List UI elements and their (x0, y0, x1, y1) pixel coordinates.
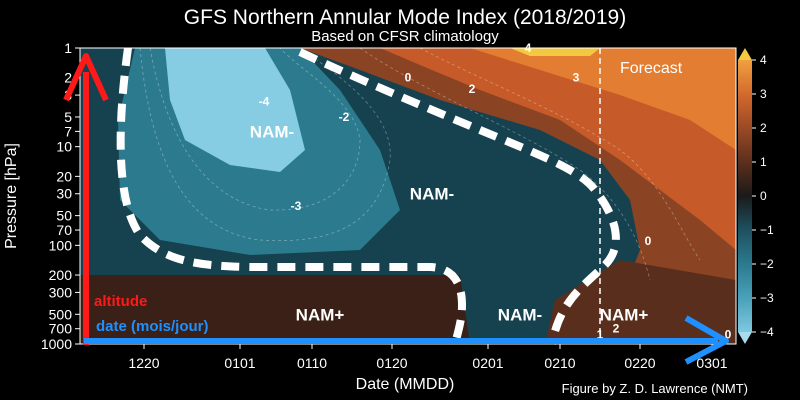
negative-anomaly-peak (165, 48, 305, 172)
x-axis: 1220 0101 0110 0120 0201 0210 0220 0301 (128, 344, 728, 371)
colorbar-ticks: 4 3 2 1 0 −1 −2 −3 −4 (752, 53, 774, 339)
figure-credit: Figure by Z. D. Lawrence (NMT) (562, 381, 748, 396)
x-tick-label: 1220 (128, 355, 159, 371)
y-tick-label: 1 (64, 40, 72, 56)
x-tick-label: 0101 (224, 355, 255, 371)
contour-label: 0 (725, 327, 732, 341)
positive-anomaly-upper-peak (470, 48, 736, 150)
x-tick-label: 0210 (544, 355, 575, 371)
y-tick-label: 700 (49, 321, 73, 337)
colorbar-tick-label: 0 (760, 189, 767, 203)
contour-label: 2 (613, 322, 620, 336)
contour-label: -4 (259, 95, 270, 109)
boundary-left (116, 47, 466, 345)
positive-anomaly-top-extend (510, 48, 600, 56)
y-tick-label: 200 (49, 267, 73, 283)
y-tick-label: 300 (49, 284, 73, 300)
chart-title: GFS Northern Annular Mode Index (2018/20… (184, 6, 626, 29)
contour-label: 3 (573, 71, 580, 85)
regime-labels: NAM- NAM- NAM+ NAM- NAM+ (250, 122, 649, 324)
contour-label: -3 (291, 199, 302, 213)
boundary-right (298, 48, 620, 345)
x-tick-label: 0120 (376, 355, 407, 371)
y-tick-label: 2 (64, 70, 72, 86)
colorbar-tick-label: −2 (760, 257, 774, 271)
annotation-altitude: altitude (94, 293, 147, 310)
altitude-arrow (63, 53, 109, 345)
colorbar-extend-top (738, 48, 752, 60)
regime-label: NAM- (410, 185, 454, 204)
colorbar-extend-bottom (738, 332, 752, 344)
y-tick-label: 500 (49, 306, 73, 322)
colorbar-tick-label: −3 (760, 291, 774, 305)
colorbar: 4 3 2 1 0 −1 −2 −3 −4 (738, 48, 774, 344)
x-tick-label: 0201 (472, 355, 503, 371)
regime-label: NAM- (250, 122, 294, 141)
plot-area (80, 48, 736, 344)
contour-label: 2 (469, 82, 476, 96)
y-tick-label: 50 (56, 208, 72, 224)
contour-label: 1 (597, 327, 604, 341)
y-tick-label: 1000 (41, 336, 72, 352)
x-axis-label: Date (MMDD) (356, 376, 455, 393)
contour-label: 0 (645, 234, 652, 248)
contour-label: -2 (339, 110, 350, 124)
y-tick-label: 70 (56, 222, 72, 238)
y-axis-label: Pressure [hPa] (3, 143, 20, 249)
colorbar-gradient (738, 60, 752, 332)
x-tick-label: 0301 (696, 355, 727, 371)
colorbar-tick-label: −1 (760, 223, 774, 237)
y-tick-label: 10 (56, 139, 72, 155)
colorbar-tick-label: 1 (760, 155, 767, 169)
y-tick-label: 100 (49, 237, 73, 253)
regime-label: NAM+ (296, 305, 345, 324)
regime-boundaries (116, 47, 620, 345)
colorbar-tick-label: 4 (760, 53, 767, 67)
chart-subtitle: Based on CFSR climatology (311, 28, 499, 45)
y-tick-label: 5 (64, 109, 72, 125)
colorbar-tick-label: −4 (760, 325, 774, 339)
y-tick-label: 7 (64, 123, 72, 139)
x-tick-label: 0110 (297, 355, 327, 371)
y-tick-label: 30 (56, 186, 72, 202)
annotation-date: date (mois/jour) (96, 318, 209, 335)
y-tick-label: 20 (56, 168, 72, 184)
x-tick-label: 0220 (624, 355, 655, 371)
positive-anomaly-lower-left (80, 275, 470, 344)
regime-label: NAM- (498, 305, 542, 324)
contour-lines (139, 48, 701, 281)
forecast-label: Forecast (620, 60, 683, 77)
regime-label: NAM+ (600, 305, 649, 324)
contour-label: 0 (405, 71, 412, 85)
date-arrow (84, 315, 729, 365)
colorbar-tick-label: 3 (760, 87, 767, 101)
colorbar-tick-label: 2 (760, 121, 767, 135)
